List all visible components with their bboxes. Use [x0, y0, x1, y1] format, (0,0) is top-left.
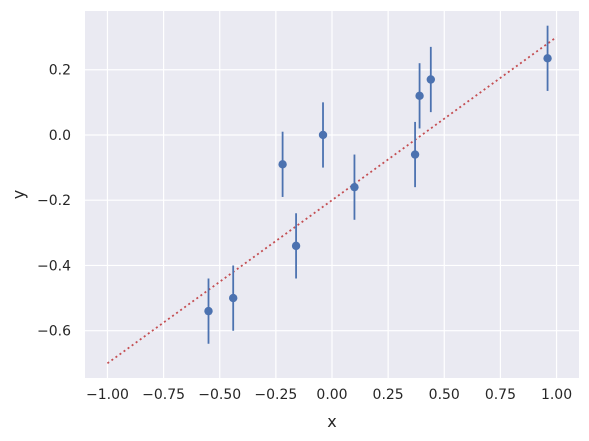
- data-point: [410, 150, 420, 159]
- x-tick-label: −0.75: [142, 387, 185, 403]
- y-axis-label: y: [9, 190, 28, 199]
- x-tick-label: 0.75: [485, 387, 516, 403]
- data-points-layer: [204, 25, 552, 344]
- data-point: [350, 182, 359, 192]
- data-point: [426, 75, 435, 84]
- data-point: [229, 293, 238, 303]
- x-axis-label: x: [327, 412, 336, 431]
- x-tick-label: 1.00: [541, 387, 572, 403]
- y-tick-label: 0.0: [49, 128, 71, 144]
- x-tick-label: −1.00: [86, 387, 129, 403]
- data-point: [415, 91, 424, 101]
- data-point: [204, 306, 213, 316]
- data-point: [291, 241, 301, 251]
- y-tick-label: −0.6: [37, 324, 71, 340]
- x-tick-label: 0.50: [429, 387, 460, 403]
- y-axis-ticks: −0.6 −0.4 −0.2 0.0 0.2: [37, 63, 71, 340]
- x-tick-label: −0.50: [198, 387, 241, 403]
- grid: [85, 11, 579, 378]
- y-tick-label: −0.2: [37, 193, 71, 209]
- data-point: [278, 160, 287, 169]
- x-tick-label: −0.25: [254, 387, 297, 403]
- x-axis-ticks: −1.00 −0.75 −0.50 −0.25 0.00 0.25 0.50 0.75 1.00: [86, 387, 572, 403]
- x-tick-label: 0.00: [316, 387, 347, 403]
- y-tick-label: −0.4: [37, 258, 71, 274]
- data-point: [543, 54, 552, 63]
- x-tick-label: 0.25: [373, 387, 404, 403]
- data-point: [318, 130, 328, 140]
- y-tick-label: 0.2: [49, 63, 71, 79]
